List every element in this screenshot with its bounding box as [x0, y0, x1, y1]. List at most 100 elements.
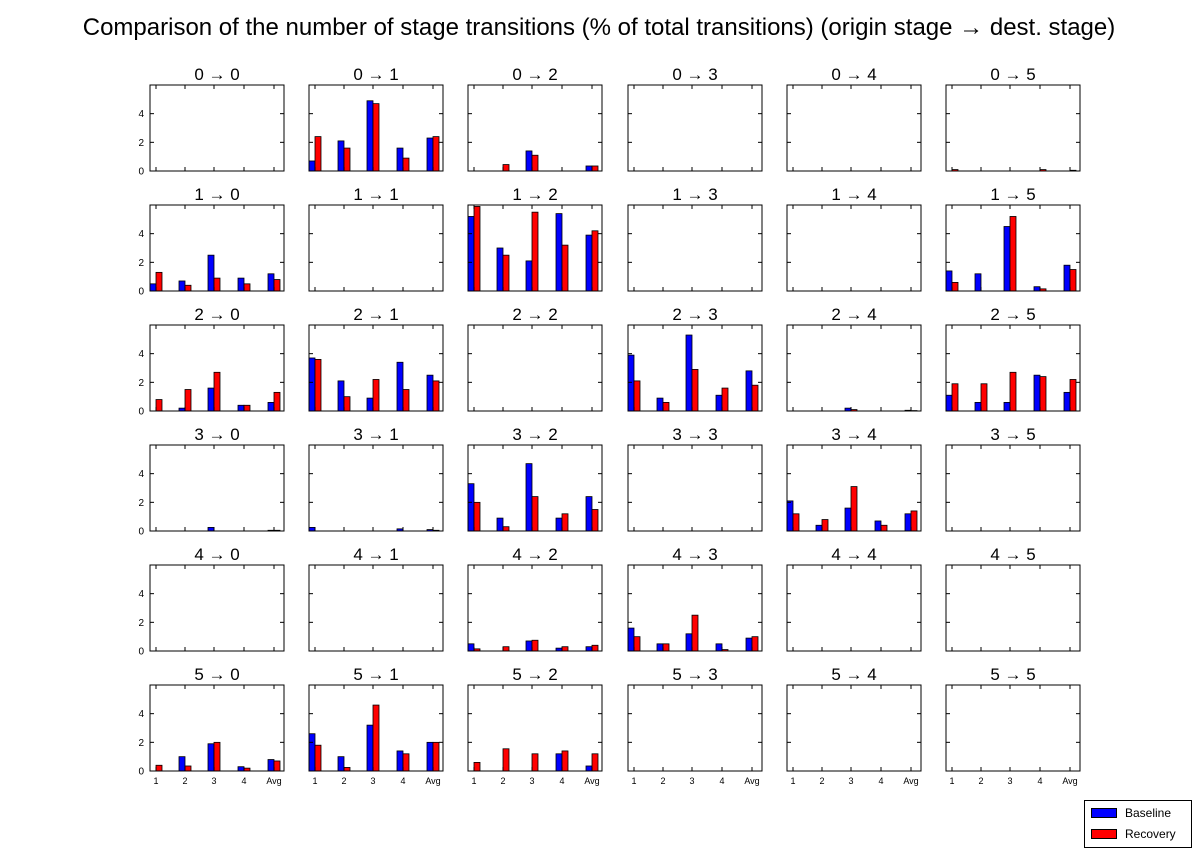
y-tick-label: 0	[138, 407, 144, 418]
subplot-frame	[308, 564, 444, 652]
x-tick-label: 4	[559, 776, 564, 786]
bar-baseline	[945, 270, 953, 292]
bar-recovery	[372, 103, 380, 172]
bar-recovery	[273, 391, 281, 412]
y-tick-label: 4	[138, 709, 144, 720]
bar-recovery	[1039, 376, 1047, 412]
subplot-title: 4 → 3	[672, 545, 717, 564]
bar-baseline	[267, 759, 275, 772]
subplot-frame	[467, 684, 603, 772]
bar-recovery	[1009, 216, 1017, 292]
bar-recovery	[184, 389, 192, 412]
subplot-frame	[308, 324, 444, 412]
subplot-frame	[786, 324, 922, 412]
x-tick-label: Avg	[1062, 776, 1077, 786]
bar-recovery	[531, 154, 539, 172]
bar-baseline	[974, 401, 982, 412]
subplot-frame	[945, 324, 1081, 412]
subplot-frame	[786, 204, 922, 292]
bar-recovery	[155, 399, 163, 412]
bar-recovery	[951, 281, 959, 292]
subplot-frame	[149, 564, 285, 652]
bar-baseline	[715, 394, 723, 412]
y-tick-label: 4	[138, 349, 144, 360]
x-tick-label: 2	[500, 776, 505, 786]
bar-recovery	[502, 254, 510, 292]
subplot-title: 0 → 4	[831, 65, 876, 84]
bar-baseline	[178, 756, 186, 772]
y-tick-label: 2	[138, 738, 144, 749]
bar-baseline	[426, 741, 434, 772]
x-tick-label: 3	[211, 776, 216, 786]
bar-recovery	[662, 643, 670, 652]
bar-baseline	[685, 334, 693, 412]
bar-baseline	[366, 100, 374, 172]
y-tick-label: 0	[138, 287, 144, 298]
subplot-title: 3 → 4	[831, 425, 876, 444]
x-tick-label: 1	[471, 776, 476, 786]
subplot-frame	[467, 564, 603, 652]
bar-baseline	[308, 733, 316, 772]
bar-recovery	[880, 524, 888, 532]
x-tick-label: 2	[182, 776, 187, 786]
bar-baseline	[207, 527, 215, 532]
x-tick-label: 1	[790, 776, 795, 786]
bar-recovery	[372, 379, 380, 412]
bar-recovery	[561, 646, 569, 652]
subplot-frame	[945, 444, 1081, 532]
bar-recovery	[184, 765, 192, 772]
y-tick-label: 0	[138, 167, 144, 178]
x-tick-label: 4	[1037, 776, 1042, 786]
subplot-title: 5 → 4	[831, 665, 876, 684]
x-tick-label: 2	[341, 776, 346, 786]
subplot-frame	[149, 444, 285, 532]
x-tick-label: Avg	[425, 776, 440, 786]
x-tick-label: 4	[878, 776, 883, 786]
subplot-frame	[945, 684, 1081, 772]
bar-baseline	[945, 394, 953, 412]
bar-recovery	[473, 206, 481, 292]
bar-recovery	[662, 401, 670, 412]
bar-baseline	[715, 643, 723, 652]
bar-recovery	[721, 387, 729, 412]
bar-baseline	[627, 354, 635, 412]
bar-recovery	[314, 358, 322, 412]
bar-baseline	[366, 397, 374, 412]
subplot-frame	[308, 204, 444, 292]
subplot-frame	[149, 204, 285, 292]
subplot-title: 4 → 2	[512, 545, 557, 564]
bar-recovery	[531, 211, 539, 292]
bar-baseline	[585, 646, 593, 652]
bar-baseline	[815, 524, 823, 532]
x-tick-label: 2	[978, 776, 983, 786]
bar-recovery	[343, 147, 351, 172]
subplot-frame	[627, 324, 763, 412]
bar-baseline	[585, 234, 593, 292]
bar-baseline	[525, 260, 533, 292]
bar-recovery	[213, 371, 221, 412]
bar-recovery	[372, 704, 380, 772]
x-tick-label: 3	[529, 776, 534, 786]
subplot-frame	[786, 444, 922, 532]
subplot-frame	[945, 84, 1081, 172]
subplot-title: 2 → 5	[990, 305, 1035, 324]
subplot-frame	[627, 444, 763, 532]
bar-baseline	[396, 361, 404, 412]
bar-baseline	[267, 273, 275, 292]
x-tick-label: 3	[689, 776, 694, 786]
subplot-frame	[149, 684, 285, 772]
bar-baseline	[1033, 374, 1041, 412]
bar-recovery	[432, 380, 440, 412]
bar-recovery	[1069, 269, 1077, 292]
bar-recovery	[273, 760, 281, 772]
bar-recovery	[402, 157, 410, 172]
subplot-title: 5 → 5	[990, 665, 1035, 684]
bar-baseline	[656, 397, 664, 412]
subplot-frame	[945, 204, 1081, 292]
subplot-frame	[149, 324, 285, 412]
bar-baseline	[525, 640, 533, 652]
subplot-frame	[308, 684, 444, 772]
legend-swatch-recovery	[1091, 829, 1117, 839]
subplot-title: 2 → 4	[831, 305, 876, 324]
bar-baseline	[627, 627, 635, 652]
